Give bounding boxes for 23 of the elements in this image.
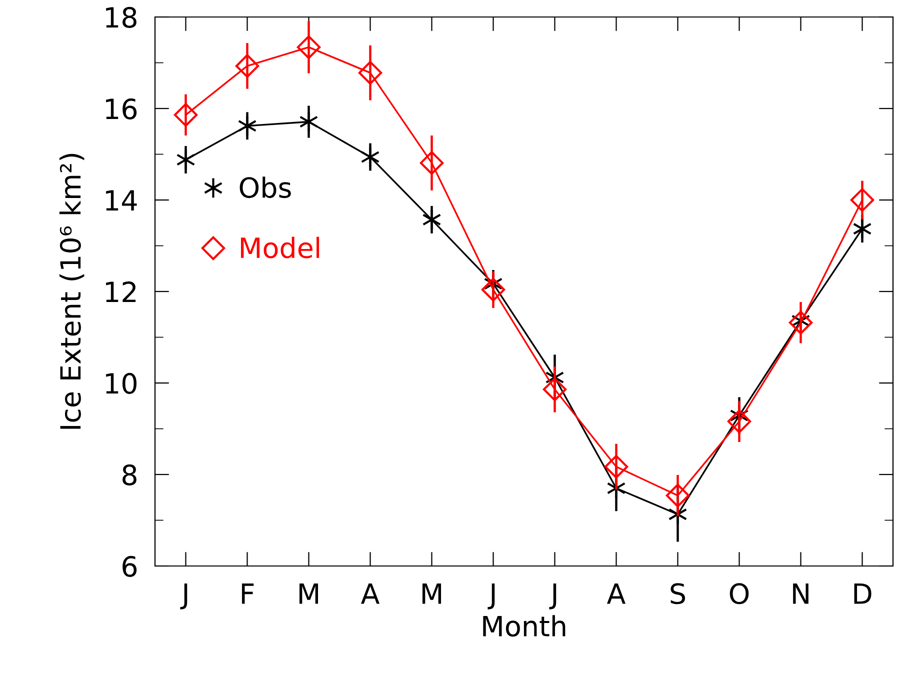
- y-tick-label: 12: [106, 281, 136, 302]
- y-axis-title: Ice Extent (10⁶ km²): [59, 154, 84, 429]
- x-axis-title: Month: [483, 615, 566, 637]
- x-tick-label: J: [549, 584, 556, 610]
- y-tick-label: 14: [106, 190, 137, 211]
- x-tick-label: N: [793, 584, 808, 604]
- x-tick-label: A: [360, 584, 380, 604]
- x-tick-label: M: [299, 584, 318, 604]
- legend-label: Obs: [240, 176, 291, 198]
- x-tick-label: S: [670, 583, 686, 604]
- y-tick-label: 10: [106, 372, 136, 394]
- x-tick-label: J: [180, 584, 188, 610]
- x-tick-label: O: [730, 583, 749, 604]
- legend-label: Model: [240, 236, 320, 258]
- y-tick-label: 18: [106, 6, 136, 28]
- x-tick-label: D: [854, 584, 872, 604]
- x-tick-label: A: [606, 584, 626, 604]
- y-tick-label: 16: [106, 98, 137, 120]
- x-tick-label: M: [422, 584, 442, 604]
- x-tick-label: F: [242, 584, 254, 604]
- y-tick-label: 6: [122, 556, 137, 577]
- x-tick-label: J: [488, 584, 495, 610]
- y-tick-label: 8: [122, 464, 136, 486]
